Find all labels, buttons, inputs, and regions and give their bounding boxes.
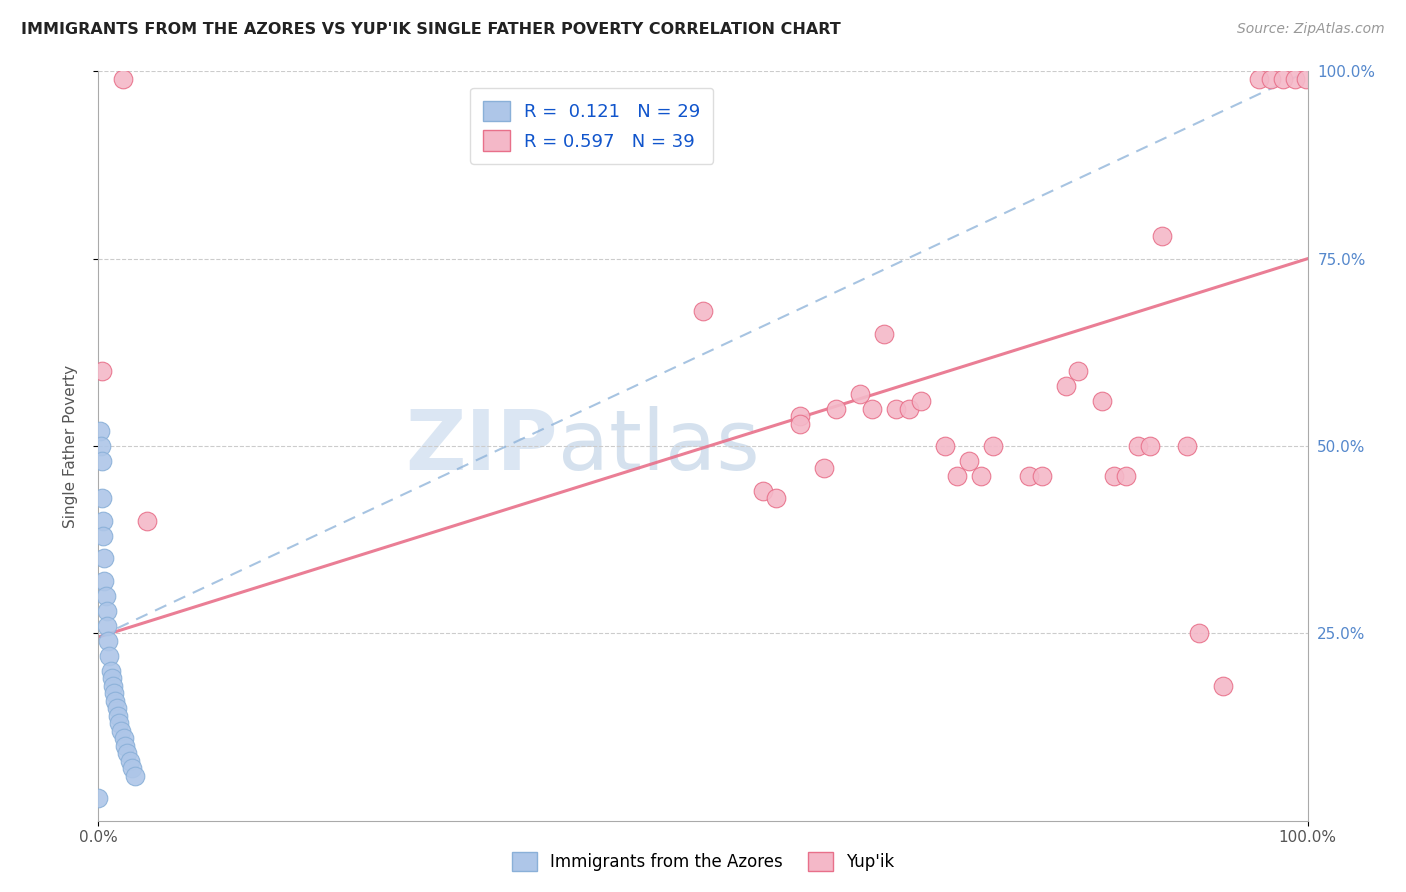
Point (118, 754, 141, 768)
Point (114, 739, 136, 753)
Point (1295, 71, 1317, 86)
Point (813, 461, 835, 475)
Point (1284, 71, 1306, 86)
Point (91, 529, 114, 543)
Point (105, 701, 128, 715)
Point (886, 401, 908, 416)
Point (135, 514, 157, 528)
Point (970, 469, 993, 483)
Point (107, 708, 129, 723)
Legend: Immigrants from the Azores, Yup'ik: Immigrants from the Azores, Yup'ik (503, 843, 903, 880)
Point (96, 619, 118, 633)
Point (752, 483, 775, 498)
Point (101, 679, 124, 693)
Text: atlas: atlas (558, 406, 759, 486)
Point (97, 633, 120, 648)
Point (1067, 364, 1090, 378)
Point (1260, 71, 1282, 86)
Point (849, 386, 872, 401)
Point (789, 409, 811, 423)
Point (104, 694, 127, 708)
Point (957, 454, 980, 468)
Point (100, 664, 122, 678)
Point (93, 574, 115, 588)
Point (112, 731, 135, 746)
Point (91, 491, 114, 506)
Point (1188, 626, 1211, 640)
Point (110, 723, 132, 738)
Point (1139, 439, 1161, 453)
Point (860, 401, 883, 416)
Point (1102, 469, 1125, 483)
Point (789, 417, 811, 431)
Point (946, 469, 969, 483)
Point (1272, 71, 1295, 86)
Point (96, 604, 118, 618)
Point (91, 364, 114, 378)
Point (1212, 679, 1234, 693)
Point (897, 401, 920, 416)
Point (100, 671, 122, 685)
Text: ZIP: ZIP (405, 406, 558, 486)
Point (87, 791, 110, 805)
Point (91, 454, 114, 468)
Text: IMMIGRANTS FROM THE AZORES VS YUP'IK SINGLE FATHER POVERTY CORRELATION CHART: IMMIGRANTS FROM THE AZORES VS YUP'IK SIN… (21, 22, 841, 37)
Point (1152, 229, 1174, 244)
Point (981, 439, 1004, 453)
Point (910, 394, 932, 409)
Point (93, 551, 115, 566)
Point (692, 304, 714, 318)
Y-axis label: Single Father Poverty: Single Father Poverty (63, 365, 77, 527)
Point (765, 491, 787, 506)
Legend: R =  0.121   N = 29, R = 0.597   N = 39: R = 0.121 N = 29, R = 0.597 N = 39 (470, 88, 713, 164)
Point (121, 761, 143, 775)
Point (1031, 469, 1053, 483)
Point (1054, 379, 1077, 393)
Text: Source: ZipAtlas.com: Source: ZipAtlas.com (1237, 22, 1385, 37)
Point (108, 716, 131, 731)
Point (1175, 439, 1198, 453)
Point (1249, 71, 1271, 86)
Point (934, 439, 956, 453)
Point (111, 71, 134, 86)
Point (1115, 469, 1137, 483)
Point (1128, 439, 1150, 453)
Point (90, 439, 112, 453)
Point (873, 326, 896, 341)
Point (94, 589, 117, 603)
Point (825, 401, 848, 416)
Point (117, 746, 139, 760)
Point (103, 686, 125, 700)
Point (1018, 469, 1040, 483)
Point (1091, 394, 1114, 409)
Point (124, 769, 146, 783)
Point (98, 648, 121, 663)
Point (89, 424, 111, 438)
Point (91, 514, 114, 528)
